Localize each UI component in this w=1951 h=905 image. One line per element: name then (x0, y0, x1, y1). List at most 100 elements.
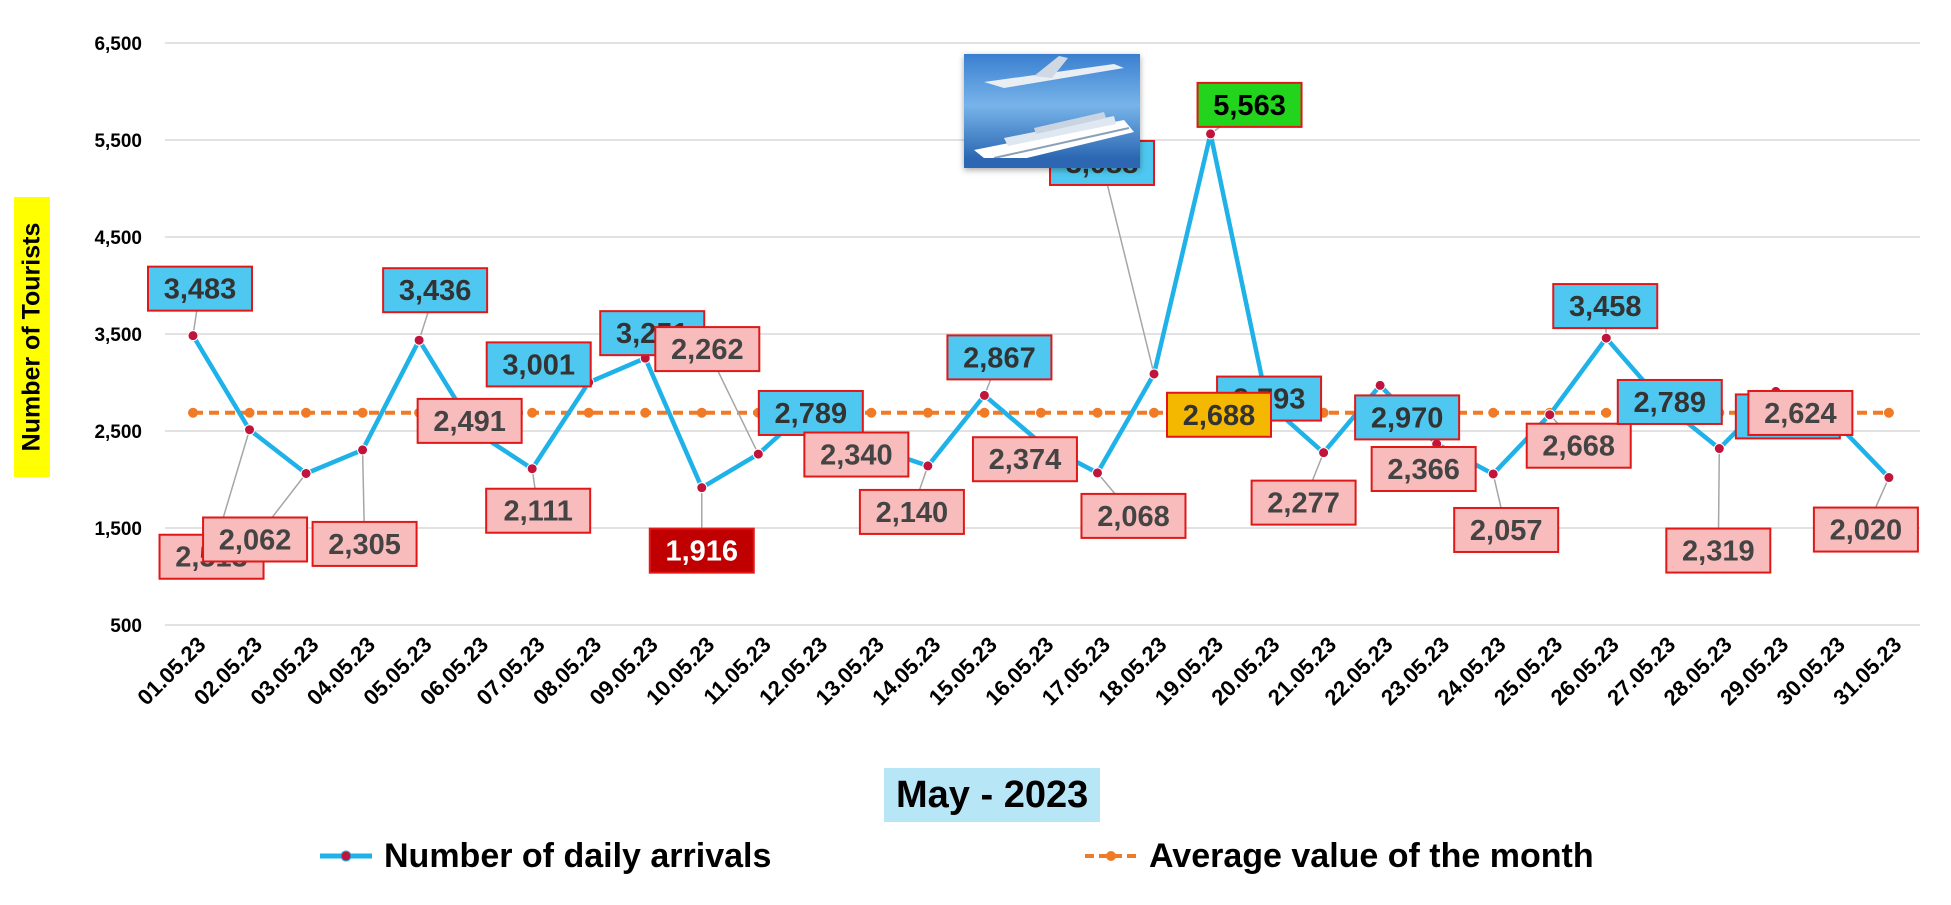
data-label-text: 3,436 (399, 275, 472, 307)
data-label-box (971, 436, 1078, 483)
data-label: 2,262 (654, 326, 761, 373)
average-marker (188, 407, 198, 418)
data-label-text: 1,916 (665, 536, 738, 568)
data-label-text: 2,305 (328, 529, 401, 561)
average-label-box (1166, 391, 1272, 438)
data-point (1487, 468, 1499, 480)
data-label-text: 2,374 (989, 444, 1062, 476)
data-label-text: 3,001 (502, 349, 575, 381)
data-label-box (1525, 422, 1632, 469)
legend-item-daily-arrivals: Number of daily arrivals (318, 836, 771, 876)
data-label-text: 2,366 (1387, 454, 1460, 486)
leader-line (1101, 162, 1155, 375)
average-marker (1883, 407, 1894, 418)
average-marker (244, 407, 255, 418)
y-axis-title: Number of Tourists (17, 222, 46, 452)
data-label-text: 2,789 (775, 398, 848, 430)
data-label-box (311, 520, 418, 567)
y-tick-label: 4,500 (94, 228, 142, 249)
data-label-text: 2,020 (1830, 515, 1903, 547)
data-label-text: 5,563 (1213, 90, 1286, 122)
data-label: 2,789 (1616, 378, 1723, 425)
data-label: 2,057 (1453, 506, 1560, 553)
data-point (1600, 332, 1612, 344)
data-label-box (803, 431, 910, 478)
data-label-box (1616, 378, 1723, 425)
data-point (1318, 447, 1330, 459)
x-axis-title: May - 2023 (884, 768, 1101, 822)
data-label: 2,111 (485, 487, 592, 534)
data-label-box (382, 267, 489, 314)
data-label-box (202, 516, 309, 563)
data-label-text: 2,277 (1267, 488, 1340, 520)
data-label: 2,340 (803, 431, 910, 478)
data-point (696, 482, 708, 494)
y-tick-label: 5,500 (94, 131, 142, 152)
average-marker (1488, 407, 1499, 418)
data-point (1205, 128, 1217, 140)
data-label: 2,140 (858, 488, 965, 535)
data-point (244, 424, 256, 436)
data-label-text: 2,668 (1542, 431, 1615, 463)
data-label-text: 2,062 (219, 524, 292, 556)
y-tick-label: 6,500 (94, 34, 142, 55)
average-label: 2,688 (1166, 391, 1272, 438)
data-label: 2,491 (416, 397, 523, 444)
data-label-text: 2,057 (1470, 515, 1543, 547)
y-tick-label: 500 (110, 616, 142, 637)
data-label: 2,277 (1250, 479, 1357, 526)
data-label: 2,305 (311, 520, 418, 567)
average-marker (1092, 407, 1103, 418)
data-label: 3,436 (382, 267, 489, 314)
data-point (357, 444, 369, 456)
data-label-text: 2,970 (1371, 402, 1444, 434)
data-label-text: 2,111 (503, 496, 572, 528)
average-marker (583, 407, 594, 418)
data-label-text: 2,262 (671, 334, 744, 366)
legend-label-daily-arrivals: Number of daily arrivals (384, 836, 772, 875)
average-label-text: 2,688 (1183, 400, 1256, 432)
legend-item-average: Average value of the month (1083, 836, 1594, 876)
data-label-box (416, 397, 523, 444)
data-point (413, 334, 425, 346)
average-marker (696, 407, 707, 418)
data-label-box (858, 488, 965, 535)
data-label-box (946, 334, 1053, 381)
data-label-text: 2,867 (963, 342, 1036, 374)
data-label: 2,366 (1370, 445, 1477, 492)
data-label-box (147, 265, 253, 312)
label-leader-lines (192, 104, 1890, 557)
data-label: 3,001 (485, 341, 592, 388)
data-label: 2,020 (1812, 506, 1919, 553)
average-marker (527, 407, 538, 418)
data-point (1148, 368, 1160, 380)
data-point (922, 460, 934, 472)
data-label-box (1250, 479, 1357, 526)
data-point (752, 448, 764, 460)
data-label-box (1196, 81, 1303, 128)
average-marker (922, 407, 933, 418)
data-label-box (1812, 506, 1919, 553)
y-tick-label: 2,500 (94, 422, 142, 443)
data-label-text: 2,624 (1764, 398, 1837, 430)
data-point (187, 330, 199, 342)
data-label-text: 2,340 (820, 440, 893, 472)
x-axis-ticks: 01.05.2302.05.2303.05.2304.05.2305.05.23… (132, 632, 1906, 710)
y-axis-ticks: 6,500 5,500 4,500 3,500 2,500 1,500 500 (94, 34, 142, 637)
data-point (1883, 472, 1895, 484)
data-point (300, 467, 312, 479)
data-label-text: 2,491 (433, 406, 506, 438)
data-label: 5,563 (1196, 81, 1303, 128)
data-label: 2,970 (1354, 394, 1461, 441)
data-label: 1,916 (648, 527, 755, 574)
data-label: 2,624 (1747, 389, 1854, 436)
legend-label-average: Average value of the month (1149, 836, 1594, 875)
data-label: 2,374 (971, 436, 1078, 483)
average-marker (301, 407, 312, 418)
data-label-box (485, 487, 592, 534)
data-label-text: 3,458 (1569, 291, 1642, 323)
average-marker (1035, 407, 1046, 418)
data-label-box (654, 326, 761, 373)
data-point (1713, 443, 1725, 455)
data-point (1374, 379, 1386, 391)
